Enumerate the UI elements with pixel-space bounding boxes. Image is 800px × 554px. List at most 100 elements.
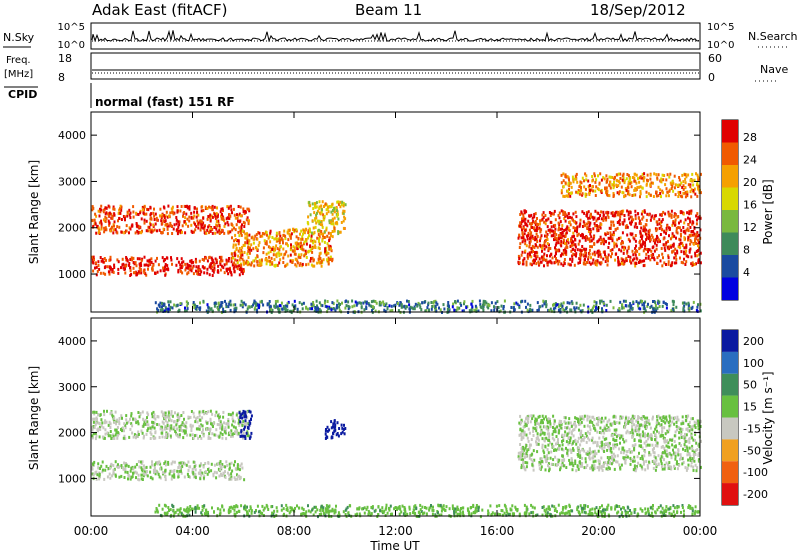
power-cell-r6 — [266, 302, 269, 306]
power-cell-r4 — [625, 225, 628, 229]
power-cell-r1 — [217, 219, 220, 223]
velocity-cell-r4 — [664, 465, 667, 469]
power-cell-r4 — [584, 238, 587, 242]
power-cell-r4 — [607, 236, 610, 240]
power-cell-r1 — [240, 229, 243, 233]
power-cell-r1 — [159, 214, 161, 218]
power-cell-r0 — [95, 273, 98, 277]
power-cell-r6 — [411, 306, 414, 310]
power-cell-r4 — [606, 213, 609, 217]
power-cell-r1 — [239, 229, 242, 233]
power-cell-r1 — [99, 207, 101, 211]
power-cell-r5 — [597, 174, 599, 178]
velocity-cell-r4 — [594, 449, 596, 453]
velocity-cell-r1 — [235, 429, 238, 433]
velocity-cell-r0 — [93, 460, 96, 464]
power-cell-r4 — [597, 253, 600, 257]
power-cell-r4 — [519, 224, 522, 228]
power-cell-r4 — [678, 237, 681, 241]
velocity-cell-r3 — [330, 420, 333, 424]
velocity-cell-r1 — [107, 423, 110, 427]
power-cell-r1 — [93, 222, 96, 226]
power-cell-r5 — [660, 177, 663, 181]
power-cell-r1 — [231, 211, 233, 215]
power-cell-r0 — [194, 260, 197, 264]
power-cell-r0 — [147, 267, 149, 271]
power-cell-r4 — [581, 245, 584, 248]
power-cell-r0 — [175, 263, 178, 267]
velocity-cell-r4 — [523, 433, 526, 437]
power-cell-r4 — [543, 264, 545, 268]
power-cell-r4 — [659, 233, 662, 236]
velocity-cell-r0 — [145, 473, 148, 477]
power-cell-r1 — [237, 205, 240, 208]
velocity-cell-r4 — [629, 450, 632, 454]
velocity-cell-r0 — [233, 476, 236, 480]
power-cell-r6 — [478, 299, 481, 303]
power-cell-r4 — [552, 233, 555, 237]
power-cell-r5 — [653, 172, 656, 176]
velocity-cell-r4 — [539, 425, 542, 429]
velocity-cell-r1 — [94, 423, 97, 427]
power-cell-r0 — [159, 269, 162, 273]
power-cell-r3 — [331, 217, 334, 221]
power-cell-r6 — [593, 309, 596, 313]
power-cell-r0 — [219, 268, 222, 272]
power-cell-r5 — [633, 172, 636, 176]
velocity-cell-r1 — [198, 410, 201, 414]
power-cell-r6 — [672, 300, 675, 304]
power-cell-r6 — [435, 309, 438, 313]
power-cell-r2 — [269, 240, 272, 244]
power-cell-r4 — [565, 253, 568, 256]
velocity-cell-r4 — [687, 463, 690, 467]
velocity-cell-r1 — [159, 427, 162, 431]
velocity-cell-r4 — [588, 425, 591, 429]
power-cell-r4 — [573, 234, 575, 238]
power-cell-r5 — [584, 187, 587, 191]
power-cell-r0 — [138, 266, 141, 270]
power-cell-r0 — [179, 269, 182, 273]
power-cell-r6 — [371, 309, 373, 313]
power-cell-r4 — [566, 225, 569, 229]
power-cell-r3 — [335, 213, 338, 216]
power-cell-r4 — [693, 232, 696, 236]
velocity-cell-r0 — [137, 460, 140, 464]
power-cell-r5 — [678, 192, 680, 196]
power-cell-r6 — [499, 309, 502, 313]
velocity-cell-r4 — [669, 438, 672, 442]
velocity-cell-r0 — [138, 465, 141, 469]
power-cell-r0 — [208, 265, 211, 269]
power-cell-r1 — [183, 211, 186, 214]
power-cell-r2 — [265, 242, 268, 246]
power-cell-r4 — [634, 264, 637, 268]
power-cell-r4 — [527, 254, 530, 258]
velocity-cell-r1 — [179, 426, 182, 430]
power-cell-r6 — [557, 308, 560, 312]
power-cell-r6 — [417, 301, 420, 305]
power-cell-r4 — [556, 259, 559, 263]
power-cell-r2 — [247, 245, 250, 249]
velocity-cell-r1 — [129, 427, 132, 431]
power-cell-r4 — [543, 220, 546, 224]
power-cell-r5 — [587, 185, 590, 188]
power-cell-r3 — [324, 202, 327, 206]
power-cell-r4 — [659, 239, 661, 243]
power-cell-r6 — [605, 309, 608, 312]
power-cell-r4 — [627, 237, 630, 241]
velocity-cell-r2 — [244, 410, 247, 414]
velocity-cell-r1 — [125, 414, 128, 418]
velocity-cell-r4 — [578, 428, 580, 432]
power-cell-r4 — [611, 252, 613, 256]
power-cell-r6 — [380, 301, 382, 305]
power-cell-r2 — [267, 251, 270, 255]
velocity-cell-r4 — [598, 431, 601, 434]
power-cell-r1 — [149, 213, 152, 217]
power-cell-r2 — [276, 263, 279, 267]
velocity-cell-r4 — [521, 454, 524, 458]
power-cell-r2 — [321, 232, 324, 236]
power-cell-r2 — [284, 252, 287, 256]
power-cell-r4 — [577, 261, 580, 265]
power-cell-r6 — [562, 308, 565, 311]
power-cell-r4 — [572, 252, 575, 256]
power-cell-r6 — [224, 299, 226, 303]
